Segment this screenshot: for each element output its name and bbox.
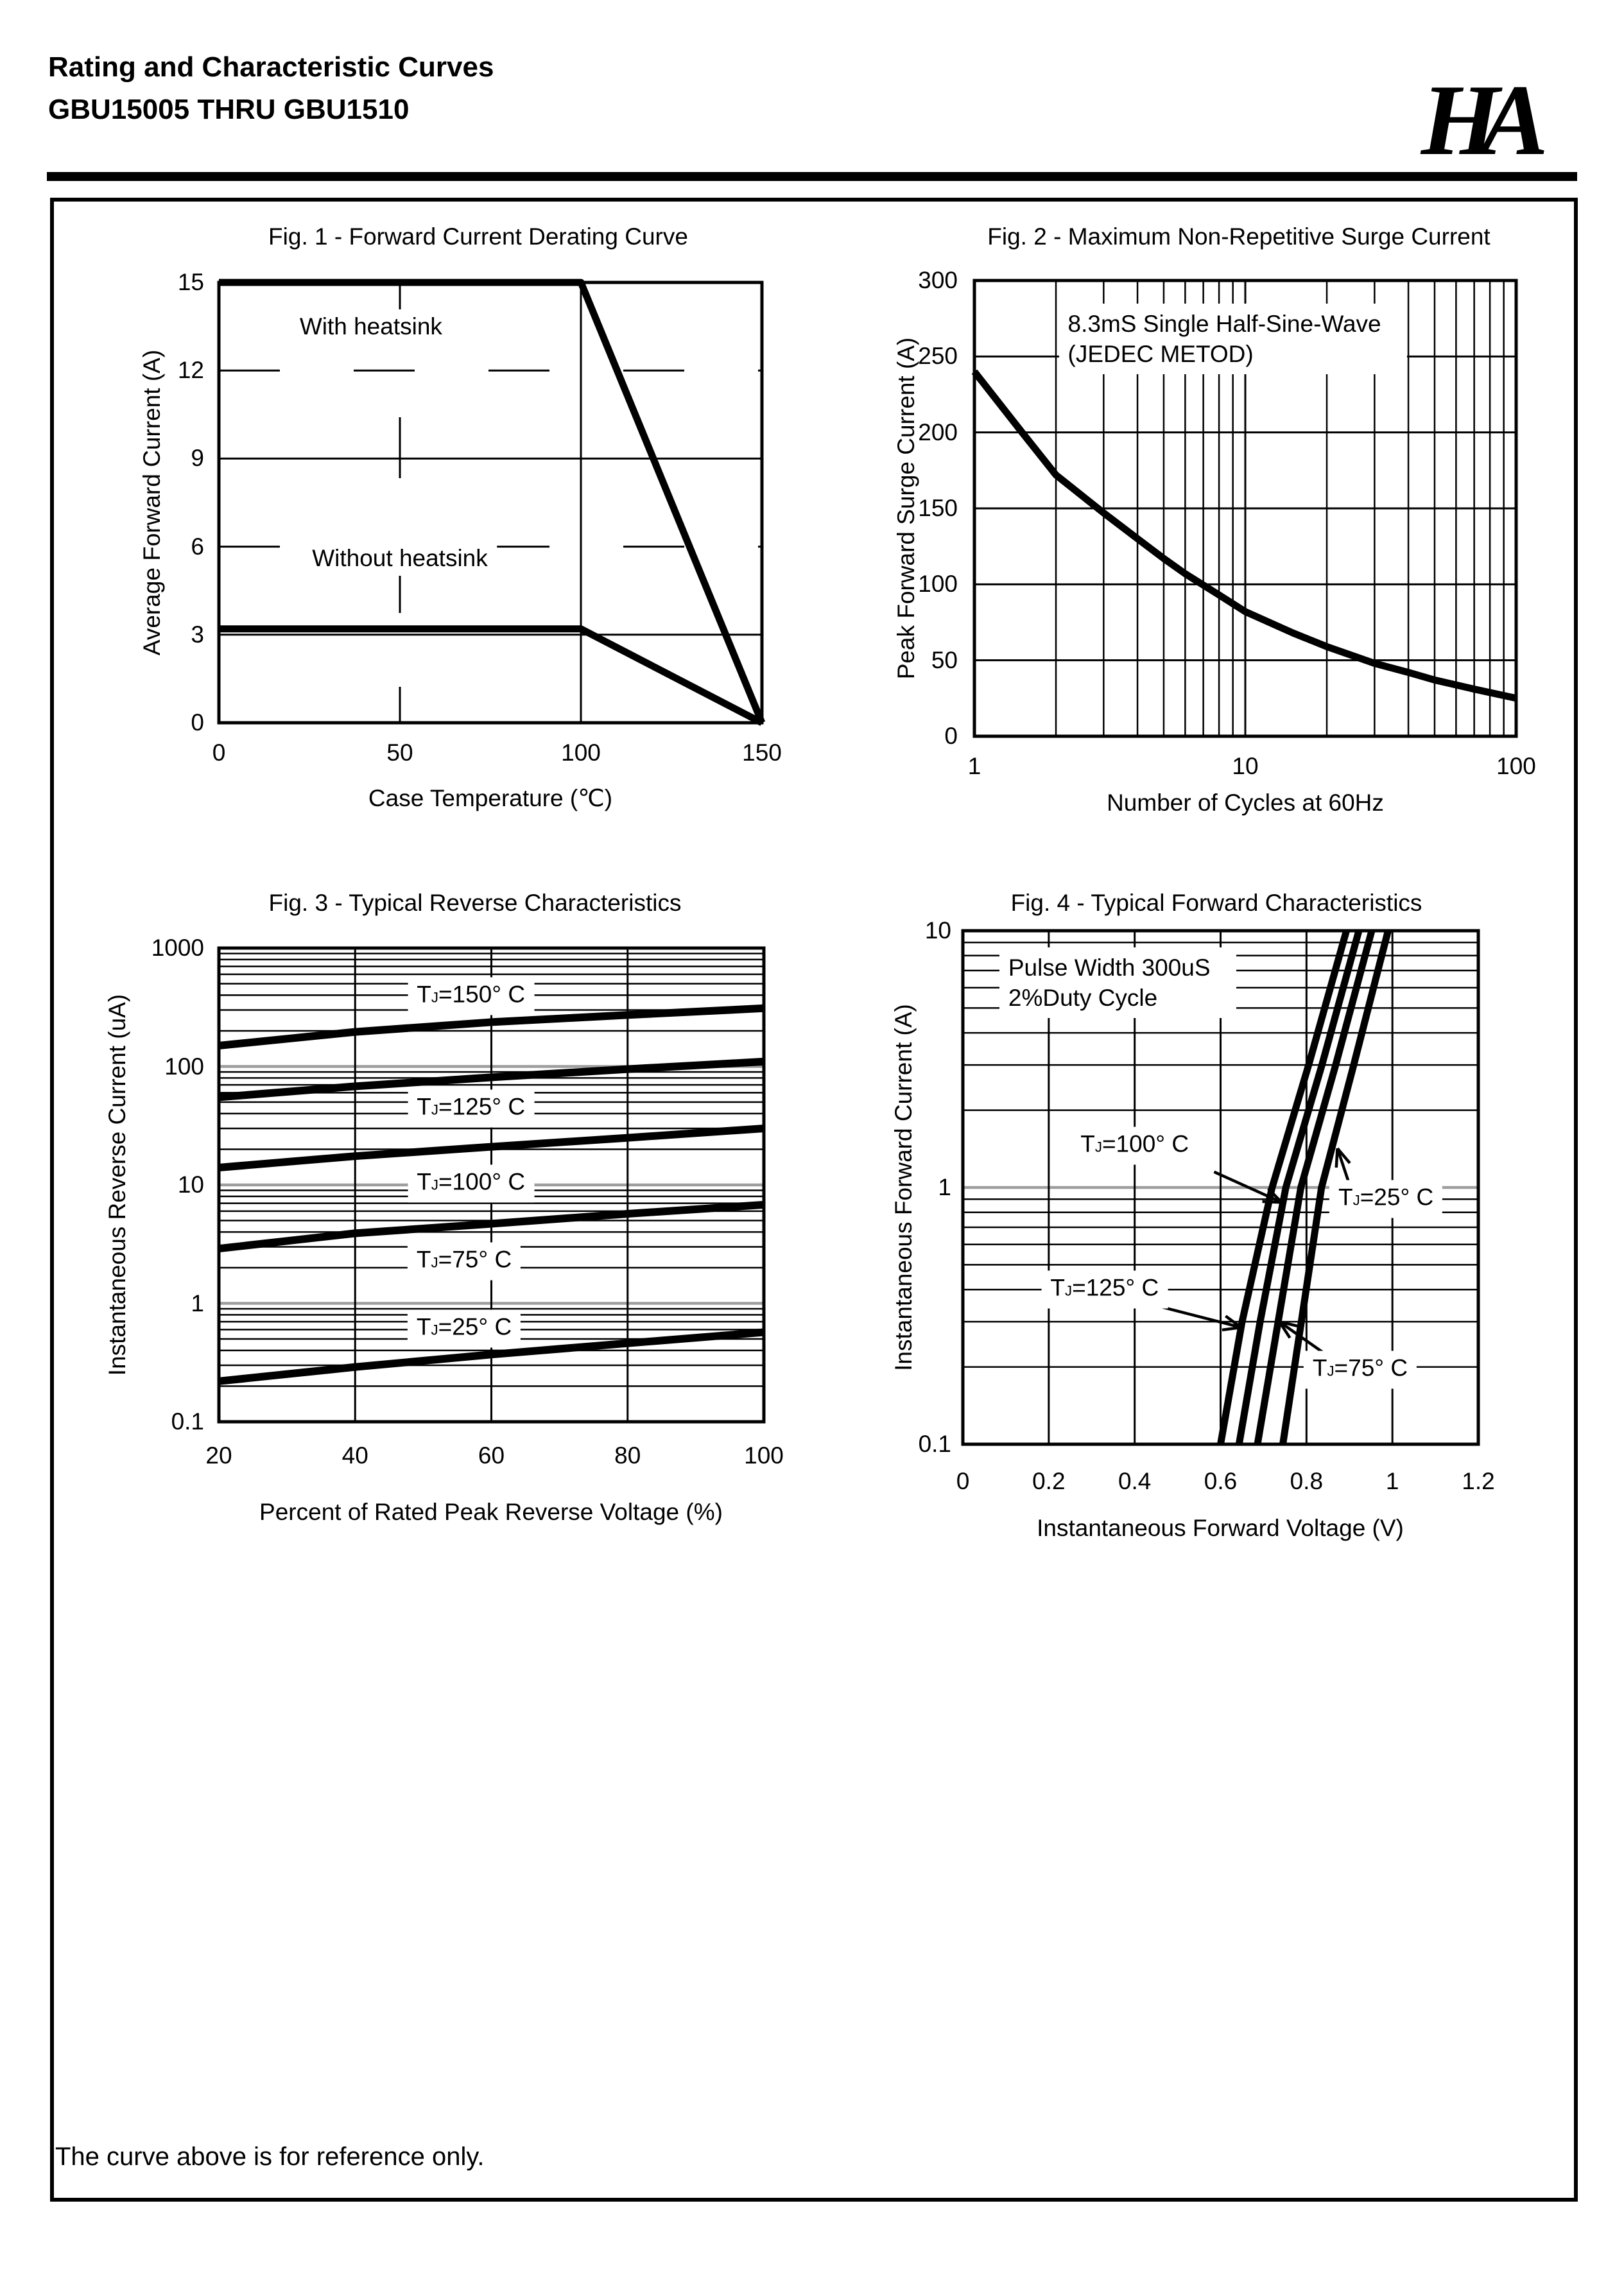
brand-logo-text: HA: [1420, 76, 1544, 172]
y-tick-label: 1: [938, 1174, 951, 1200]
page-title-line2: GBU15005 THRU GBU1510: [48, 94, 410, 125]
y-tick-label: 6: [191, 533, 204, 560]
y-tick-label: 250: [918, 343, 958, 370]
brand-logo: HA: [1420, 76, 1564, 172]
y-tick-label: 50: [931, 646, 958, 673]
figure-title: Fig. 2 - Maximum Non-Repetitive Surge Cu…: [987, 223, 1490, 250]
series-tj-150-c: [218, 1004, 764, 1049]
x-tick-label: 100: [1496, 753, 1536, 779]
series-tj-100-c: [218, 1125, 764, 1171]
annotation: 8.3mS Single Half-Sine-Wave (JEDEC METOD): [1058, 303, 1407, 374]
x-axis-label: Number of Cycles at 60Hz: [1107, 790, 1384, 816]
x-tick-label: 40: [341, 1442, 368, 1469]
curve-label: TJ=150° C: [408, 977, 535, 1015]
curve-label: Without heatsink: [303, 540, 497, 576]
x-tick-label: 150: [742, 739, 782, 766]
y-tick-label: 0.1: [171, 1408, 204, 1435]
figure-title: Fig. 1 - Forward Current Derating Curve: [268, 223, 688, 250]
page-title: Rating and Characteristic Curves GBU15005…: [48, 46, 494, 131]
y-tick-label: 12: [177, 357, 204, 384]
x-tick-label: 0.6: [1204, 1468, 1238, 1494]
figure-plot: TJ=150° C TJ=125° C TJ=100° C TJ=75° C TJ=25…: [217, 946, 766, 1424]
header-divider: [47, 172, 1577, 181]
x-tick-label: 50: [386, 739, 413, 766]
series-without-heatsink: [219, 625, 764, 726]
figure-plot: Pulse Width 300uS 2%Duty Cycle TJ=100° C TJ…: [961, 929, 1480, 1446]
page-title-line1: Rating and Characteristic Curves: [48, 51, 494, 83]
x-axis-label: Instantaneous Forward Voltage (V): [1037, 1515, 1404, 1541]
series-tj-100-c: [1235, 929, 1363, 1445]
x-tick-label: 0.2: [1032, 1468, 1066, 1494]
y-tick-label: 150: [918, 495, 958, 521]
y-tick-label: 10: [924, 917, 951, 944]
y-tick-label: 10: [177, 1171, 204, 1198]
curve-label: TJ=125° C: [408, 1089, 535, 1128]
series-tj-25-c: [218, 1328, 764, 1385]
x-tick-label: 0: [212, 739, 226, 766]
y-axis-label: Average Forward Current (A): [139, 349, 165, 656]
curve-label: TJ=25° C: [407, 1309, 521, 1348]
x-tick-label: 0: [956, 1468, 970, 1494]
curve-label: TJ=100° C: [1071, 1126, 1198, 1165]
x-tick-label: 0.8: [1290, 1468, 1324, 1494]
series-tj-75-c: [1254, 929, 1376, 1445]
y-tick-label: 300: [918, 267, 958, 293]
figure-title: Fig. 4 - Typical Forward Characteristics: [1010, 890, 1422, 916]
figure-title: Fig. 3 - Typical Reverse Characteristics: [268, 890, 682, 916]
x-tick-label: 100: [561, 739, 601, 766]
y-tick-label: 200: [918, 419, 958, 445]
curve-label: TJ=100° C: [408, 1164, 535, 1203]
chart-canvas: [971, 279, 1518, 738]
series-tj-125-c: [1217, 929, 1350, 1445]
y-tick-label: 0.1: [918, 1431, 951, 1457]
x-tick-label: 0.4: [1118, 1468, 1152, 1494]
curve-label: TJ=125° C: [1041, 1270, 1168, 1309]
y-tick-label: 0: [944, 723, 958, 749]
figure-plot: 8.3mS Single Half-Sine-Wave (JEDEC METOD): [971, 279, 1518, 738]
x-tick-label: 1: [1385, 1468, 1399, 1494]
figure-plot: With heatsink Without heatsink: [217, 279, 766, 726]
y-tick-label: 0: [191, 709, 204, 736]
y-tick-label: 9: [191, 445, 204, 472]
footer-note: The curve above is for reference only.: [55, 2143, 485, 2171]
y-tick-label: 3: [191, 621, 204, 648]
series-tj-25-c: [1279, 929, 1392, 1445]
x-tick-label: 1: [967, 753, 981, 779]
y-tick-label: 15: [177, 269, 204, 295]
series-with-heatsink: [219, 279, 766, 725]
x-tick-label: 10: [1232, 753, 1259, 779]
curve-label: TJ=75° C: [1303, 1351, 1417, 1389]
series-tj-125-c: [218, 1057, 764, 1101]
chart-canvas: [217, 279, 766, 726]
curve-label: With heatsink: [290, 309, 451, 344]
x-tick-label: 1.2: [1462, 1468, 1495, 1494]
x-axis-label: Percent of Rated Peak Reverse Voltage (%…: [259, 1499, 723, 1525]
curve-label: TJ=75° C: [407, 1242, 521, 1281]
series-tj-75-c: [218, 1200, 764, 1253]
x-tick-label: 80: [614, 1442, 641, 1469]
y-tick-label: 1000: [151, 935, 204, 961]
x-axis-label: Case Temperature (℃): [368, 785, 613, 811]
series-surge-current: [971, 369, 1517, 702]
x-tick-label: 100: [744, 1442, 784, 1469]
y-tick-label: 1: [191, 1290, 204, 1316]
annotation: Pulse Width 300uS 2%Duty Cycle: [999, 947, 1236, 1019]
x-tick-label: 60: [478, 1442, 505, 1469]
y-tick-label: 100: [164, 1053, 204, 1080]
content-border-box: [50, 198, 1578, 2202]
x-tick-label: 20: [205, 1442, 232, 1469]
y-tick-label: 100: [918, 571, 958, 598]
curve-label: TJ=25° C: [1329, 1180, 1443, 1218]
